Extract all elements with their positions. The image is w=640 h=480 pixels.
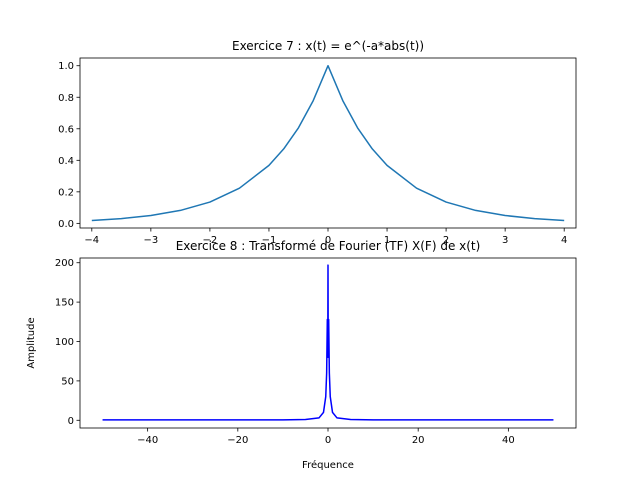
x-tick-label: 2 — [443, 235, 449, 246]
series-line — [91, 64, 565, 222]
bottom-series-group — [102, 264, 554, 421]
x-tick-label: 0 — [325, 435, 331, 446]
y-axis-label-bottom: Amplitude — [26, 317, 37, 368]
x-tick-label: −4 — [84, 235, 99, 246]
x-tick-label: 1 — [384, 235, 390, 246]
x-tick-label: −20 — [227, 435, 248, 446]
bottom-axes-frame — [79, 257, 577, 429]
series-line — [102, 264, 554, 421]
y-tick-label: 0 — [68, 416, 74, 427]
x-tick-label: 3 — [502, 235, 508, 246]
y-tick-label: 200 — [55, 258, 74, 269]
bottom-axes-ticks: −40 −20 0 20 40 0 50 100 150 200 — [55, 258, 515, 446]
subplot-bottom: −40 −20 0 20 40 0 50 100 150 200 Exercice 8 : Tra… — [26, 239, 577, 471]
y-tick-label: 0.2 — [58, 187, 74, 198]
x-tick-label: −3 — [143, 235, 158, 246]
chart-title-bottom: Exercice 8 : Transformé de Fourier (TF) … — [176, 239, 481, 253]
y-tick-label: 100 — [55, 337, 74, 348]
top-axes-frame — [79, 57, 577, 229]
y-tick-label: 0.6 — [58, 124, 74, 135]
x-tick-label: 40 — [502, 435, 515, 446]
y-tick-label: 1.0 — [58, 61, 74, 72]
top-series-group — [91, 64, 565, 222]
y-tick-label: 50 — [61, 376, 74, 387]
y-tick-label: 150 — [55, 298, 74, 309]
y-tick-label: 0.8 — [58, 93, 74, 104]
y-tick-label: 0.0 — [58, 219, 74, 230]
y-tick-label: 0.4 — [58, 156, 74, 167]
x-tick-label: 4 — [561, 235, 567, 246]
subplot-top: Exercice 7 : x(t) = e^(-a*abs(t)) −4 −3 −2… — [58, 39, 577, 246]
x-axis-label-bottom: Fréquence — [302, 459, 354, 471]
x-tick-label: 0 — [325, 235, 331, 246]
x-tick-label: −40 — [137, 435, 158, 446]
x-tick-label: 20 — [412, 435, 425, 446]
top-axes-ticks: −4 −3 −2 −1 0 1 2 3 4 0.0 0.2 0.4 0.6 0.8 1.0 — [58, 61, 567, 246]
x-tick-label: −1 — [262, 235, 277, 246]
chart-title-top: Exercice 7 : x(t) = e^(-a*abs(t)) — [232, 39, 424, 53]
x-tick-label: −2 — [203, 235, 218, 246]
